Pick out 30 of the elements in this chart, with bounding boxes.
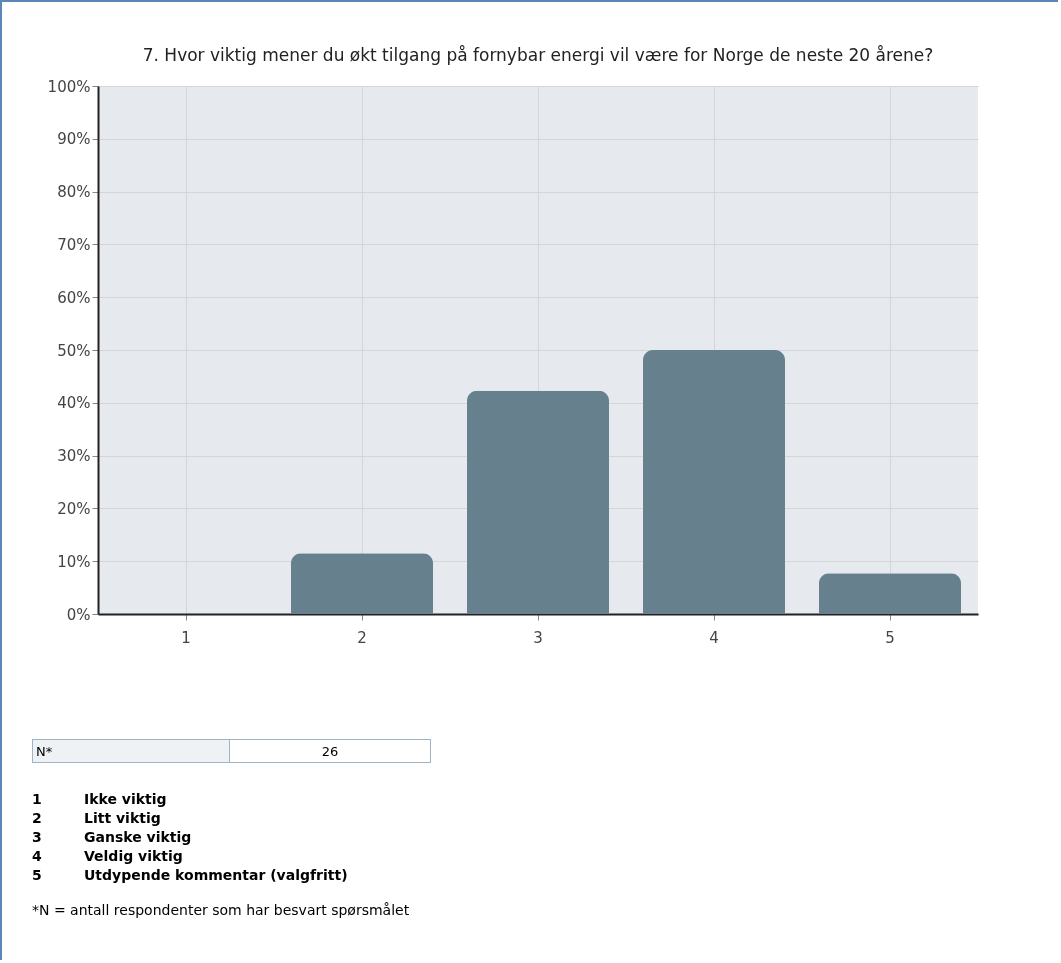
category-label: 1: [32, 791, 42, 807]
category-label: 4: [32, 848, 42, 864]
x-tick-label: 3: [533, 628, 543, 647]
category-label: 5: [32, 867, 42, 883]
chart-title: 7. Hvor viktig mener du økt tilgang på fornybar energi vil være for Norge de neste 20 årene?: [142, 45, 934, 65]
text: Ikke viktig: [84, 791, 167, 807]
y-tick-label: 40%: [57, 394, 91, 413]
y-tick-label: 60%: [57, 288, 91, 307]
text: N*: [32, 739, 230, 763]
text: 26: [229, 739, 431, 763]
y-tick-label: 20%: [57, 499, 91, 518]
y-tick-label: 0%: [66, 605, 91, 624]
y-tick-label: 80%: [57, 183, 91, 202]
text: *N = antall respondenter som har besvart spørsmålet: [32, 902, 410, 918]
x-tick-label: 2: [357, 628, 367, 647]
category-label: 3: [32, 829, 42, 845]
y-tick-label: 50%: [57, 341, 91, 360]
x-tick-label: 1: [181, 628, 191, 647]
y-tick-label: 100%: [47, 77, 91, 96]
y-tick-label: 70%: [57, 235, 91, 254]
category-label: 2: [32, 810, 42, 826]
text: Veldig viktig: [84, 848, 183, 864]
x-tick-label: 4: [709, 628, 719, 647]
x-tick-label: 5: [885, 628, 895, 647]
y-tick-label: 90%: [57, 130, 91, 149]
text: Ganske viktig: [84, 829, 192, 845]
text: Utdypende kommentar (valgfritt): [84, 867, 348, 883]
text: Litt viktig: [84, 810, 161, 826]
y-tick-label: 10%: [57, 552, 91, 571]
y-tick-label: 30%: [57, 447, 91, 466]
